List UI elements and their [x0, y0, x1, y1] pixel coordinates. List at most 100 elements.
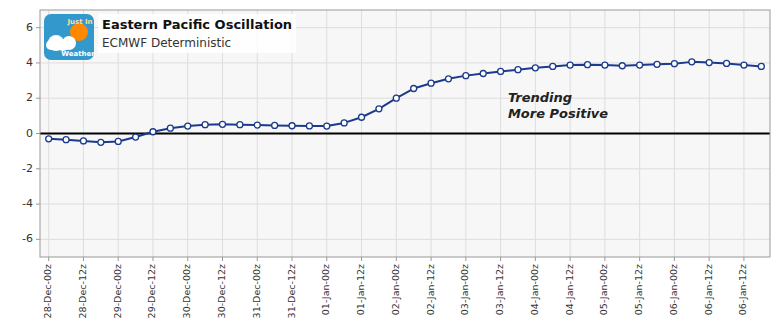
y-tick-label: 6: [26, 21, 33, 34]
x-tick: [431, 257, 432, 261]
x-tick: [361, 257, 362, 261]
point: [428, 80, 434, 86]
annotation: TrendingMore Positive: [508, 90, 608, 121]
y-tick: [36, 98, 40, 99]
x-tick-label: 01-Jan-00z: [320, 264, 331, 315]
y-grid-line: [40, 239, 770, 240]
point: [167, 125, 173, 131]
point: [498, 68, 504, 74]
point: [585, 62, 591, 68]
point: [46, 136, 52, 142]
x-tick: [709, 257, 710, 261]
grid: [40, 10, 770, 257]
line: [49, 62, 762, 142]
point: [272, 122, 278, 128]
y-grid-line: [40, 168, 770, 169]
x-tick-label: 05-Jan-12z: [633, 264, 644, 315]
x-tick: [639, 257, 640, 261]
point: [532, 65, 538, 71]
logo-text: Just In: [66, 18, 92, 26]
point: [671, 61, 677, 67]
x-tick: [743, 257, 744, 261]
x-tick-label: 02-Jan-12z: [425, 264, 436, 315]
x-tick-label: 02-Jan-00z: [390, 264, 401, 315]
point: [185, 123, 191, 129]
point: [411, 86, 417, 92]
y-tick-label: 2: [26, 91, 33, 104]
point: [393, 95, 399, 101]
x-tick-label: 04-Jan-00z: [529, 264, 540, 315]
plot-area: [40, 10, 770, 257]
point: [515, 67, 521, 73]
x-tick-label: 30-Dec-00z: [181, 264, 192, 318]
point: [237, 122, 243, 128]
point: [567, 62, 573, 68]
y-axis: -6-4-20246: [22, 21, 40, 246]
x-tick-label: 06-Jan-12z: [737, 264, 748, 315]
point: [550, 63, 556, 69]
x-tick-label: 05-Jan-00z: [598, 264, 609, 315]
x-tick: [187, 257, 188, 261]
x-tick: [604, 257, 605, 261]
y-tick: [36, 62, 40, 63]
y-tick: [36, 133, 40, 134]
point: [80, 138, 86, 144]
x-tick: [118, 257, 119, 261]
logo-cloud: [46, 40, 56, 50]
x-tick-label: 30-Dec-12z: [216, 264, 227, 318]
point: [220, 121, 226, 127]
y-tick: [36, 239, 40, 240]
chart: -6-4-2024628-Dec-00z28-Dec-12z29-Dec-00z…: [0, 0, 780, 331]
series: [46, 59, 765, 145]
title: Eastern Pacific Oscillation: [102, 17, 292, 32]
logo-cloud: [62, 36, 76, 50]
logo-text: Weather: [61, 50, 95, 58]
x-tick-label: 06-Jan-00z: [668, 264, 679, 315]
x-tick: [152, 257, 153, 261]
point: [741, 62, 747, 68]
x-tick-label: 03-Jan-00z: [459, 264, 470, 315]
x-tick: [570, 257, 571, 261]
x-tick-label: 29-Dec-00z: [112, 264, 123, 318]
point: [376, 106, 382, 112]
point: [480, 71, 486, 77]
point: [133, 134, 139, 140]
plot-frame: [40, 10, 770, 257]
y-tick-label: -6: [22, 232, 33, 245]
point: [98, 139, 104, 145]
point: [150, 129, 156, 135]
y-grid-line: [40, 98, 770, 99]
logo: Just In Weather: [44, 14, 95, 60]
point: [602, 62, 608, 68]
x-tick-label: 31-Dec-12z: [286, 264, 297, 318]
point: [445, 76, 451, 82]
x-tick-label: 06-Jan-12z: [703, 264, 714, 315]
x-axis: 28-Dec-00z28-Dec-12z29-Dec-00z29-Dec-12z…: [42, 257, 748, 318]
point: [637, 62, 643, 68]
x-tick-label: 04-Jan-12z: [564, 264, 575, 315]
y-tick: [36, 204, 40, 205]
point: [654, 61, 660, 67]
x-tick-label: 28-Dec-00z: [42, 264, 53, 318]
y-tick-label: 0: [26, 127, 33, 140]
x-tick: [500, 257, 501, 261]
x-tick: [292, 257, 293, 261]
y-grid-line: [40, 204, 770, 205]
x-tick: [83, 257, 84, 261]
point: [289, 123, 295, 129]
point: [619, 63, 625, 69]
x-tick: [48, 257, 49, 261]
title-block: Eastern Pacific Oscillation ECMWF Determi…: [98, 14, 296, 53]
point: [306, 123, 312, 129]
point: [758, 63, 764, 69]
point: [706, 60, 712, 66]
x-tick: [257, 257, 258, 261]
y-tick: [36, 27, 40, 28]
y-tick-label: -2: [22, 162, 33, 175]
x-tick-label: 28-Dec-12z: [77, 264, 88, 318]
x-tick: [535, 257, 536, 261]
point: [202, 122, 208, 128]
point: [324, 123, 330, 129]
subtitle: ECMWF Deterministic: [102, 36, 231, 50]
x-tick: [674, 257, 675, 261]
